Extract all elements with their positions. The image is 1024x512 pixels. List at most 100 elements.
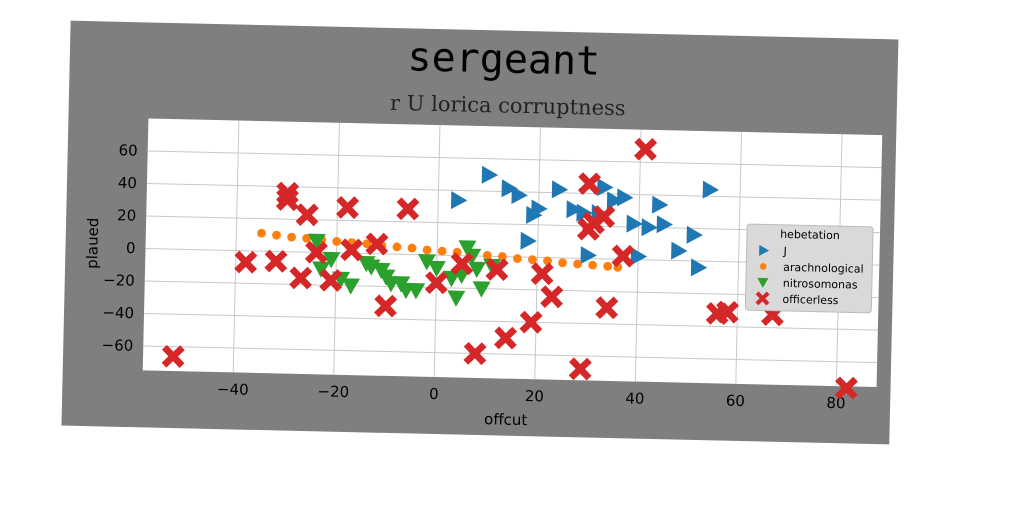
- x-tick-label: 20: [525, 387, 544, 405]
- data-point-triangle-right: [616, 188, 634, 207]
- data-point-circle: [392, 242, 402, 252]
- data-point-x: [834, 376, 858, 400]
- data-point-triangle-right: [626, 214, 643, 233]
- legend-marker: [755, 291, 770, 306]
- data-point-triangle-down: [417, 253, 436, 271]
- data-point-circle: [528, 255, 537, 265]
- data-point-circle: [287, 232, 296, 242]
- data-point-triangle-down: [307, 233, 326, 250]
- data-point-triangle-down: [468, 261, 487, 279]
- y-grid-line: [143, 345, 878, 364]
- data-point-triangle-right: [501, 179, 518, 198]
- data-point-x: [424, 271, 448, 295]
- data-point-triangle-down: [427, 260, 446, 278]
- y-tick-label: −60: [101, 336, 133, 355]
- data-point-x: [336, 195, 360, 220]
- data-point-x: [595, 296, 619, 320]
- data-point-x: [161, 344, 185, 368]
- data-point-triangle-down: [442, 270, 461, 288]
- y-tick-label: 0: [126, 239, 136, 257]
- data-point-triangle-right: [531, 199, 548, 218]
- legend-label: nitrosomonas: [783, 277, 858, 292]
- y-grid-line: [144, 312, 878, 331]
- x-tick-labels: −40 −20 0 20 40 60 80: [217, 380, 846, 412]
- x-tick-label: 40: [625, 389, 644, 407]
- data-point-x: [530, 262, 554, 286]
- data-point-x: [276, 181, 300, 205]
- data-point-triangle-right: [511, 185, 528, 204]
- data-point-triangle-right: [690, 258, 708, 277]
- legend-marker: [757, 277, 769, 288]
- data-point-triangle-down: [341, 278, 360, 295]
- data-point-x: [234, 250, 258, 274]
- legend-label: officerless: [782, 293, 839, 307]
- x-grid-line: [433, 125, 441, 378]
- data-point-triangle-right: [671, 241, 688, 260]
- data-point-x: [519, 310, 543, 334]
- data-point-circle: [588, 260, 598, 270]
- y-tick-labels: −60 −40 −20 0 20 40 60: [101, 141, 137, 355]
- data-point-x: [295, 203, 319, 227]
- x-grid-line: [735, 131, 743, 384]
- y-tick-label: 60: [118, 141, 137, 159]
- data-point-triangle-right: [656, 215, 673, 234]
- data-marks: [161, 137, 858, 400]
- data-point-x: [568, 357, 592, 381]
- data-point-triangle-right: [576, 203, 593, 222]
- data-point-triangle-down: [322, 251, 341, 269]
- x-tick-label: −20: [317, 382, 349, 401]
- data-point-x: [485, 257, 509, 282]
- data-point-x: [289, 266, 313, 290]
- data-point-circle: [482, 251, 492, 260]
- data-point-x: [264, 249, 288, 273]
- y-tick-label: 40: [118, 174, 137, 192]
- data-point-triangle-right: [580, 246, 597, 265]
- legend: hebetation Jarachnologicalnitrosomonasof…: [744, 223, 874, 314]
- data-point-circle: [257, 228, 266, 238]
- data-point-x: [374, 294, 398, 318]
- chart-title: sergeant: [407, 34, 601, 84]
- data-point-triangle-right: [450, 191, 468, 210]
- data-point-x: [319, 268, 343, 292]
- data-point-circle: [302, 233, 312, 243]
- data-point-triangle-right: [481, 165, 499, 184]
- data-point-triangle-right: [551, 180, 569, 199]
- data-point-circle: [437, 246, 447, 256]
- x-tick-label: −40: [217, 380, 249, 399]
- data-point-triangle-down: [458, 240, 477, 257]
- data-point-circle: [573, 259, 583, 269]
- y-grid-line: [147, 150, 882, 169]
- x-grid-line: [232, 120, 240, 373]
- legend-marker: [759, 244, 770, 256]
- y-tick-label: 20: [117, 206, 136, 224]
- data-point-triangle-right: [641, 218, 658, 237]
- data-point-triangle-down: [447, 290, 466, 307]
- data-point-triangle-right: [606, 191, 624, 210]
- x-grid-line: [534, 127, 541, 380]
- x-axis-label: offcut: [484, 410, 528, 429]
- data-point-x: [493, 326, 518, 350]
- data-point-x: [634, 137, 658, 161]
- y-tick-label: −20: [103, 271, 135, 290]
- data-point-triangle-right: [630, 247, 648, 266]
- data-point-circle: [332, 237, 342, 246]
- data-point-circle: [512, 254, 522, 263]
- legend-label: J: [782, 245, 787, 258]
- data-point-x: [592, 205, 616, 229]
- data-point-x: [463, 341, 487, 366]
- legend-title: hebetation: [780, 228, 840, 242]
- x-tick-label: 0: [429, 385, 439, 403]
- data-point-circle: [543, 256, 552, 266]
- data-point-x: [715, 300, 739, 324]
- legend-label: arachnological: [783, 261, 864, 276]
- chart-subtitle: r U lorica corruptness: [390, 91, 626, 120]
- data-point-x: [275, 188, 299, 212]
- data-point-x: [340, 238, 364, 262]
- x-tick-label: 60: [726, 392, 745, 410]
- data-point-triangle-right: [652, 195, 669, 214]
- y-axis-label: plaued: [83, 217, 102, 269]
- x-grid-line: [333, 122, 340, 375]
- data-point-triangle-down: [472, 281, 491, 298]
